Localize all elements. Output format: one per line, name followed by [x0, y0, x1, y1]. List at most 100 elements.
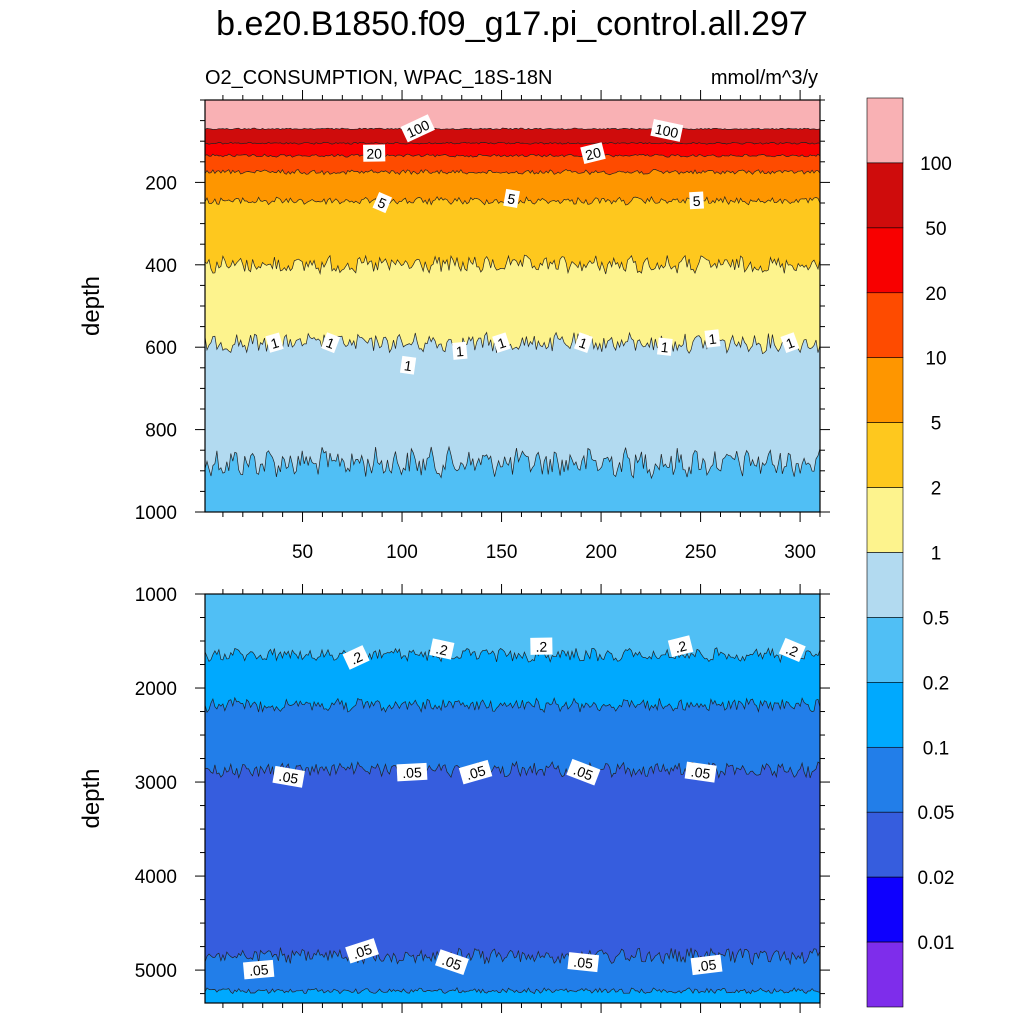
y-tick-label: 5000 — [135, 961, 177, 982]
x-tick-label: 100 — [386, 542, 418, 563]
contour-band-0.2-0.5 — [205, 594, 820, 662]
colorbar-swatch — [866, 552, 904, 618]
contour-label: .2 — [429, 638, 455, 660]
contour-label: .05 — [435, 949, 469, 976]
y-tick-label: 1000 — [135, 585, 177, 606]
svg-text:.05: .05 — [278, 768, 300, 787]
chart-title: b.e20.B1850.f09_g17.pi_control.all.297 — [216, 5, 808, 43]
svg-text:1: 1 — [708, 331, 718, 348]
chart-subtitle: O2_CONSUMPTION, WPAC_18S-18N — [205, 67, 553, 89]
y-tick-label: 4000 — [135, 867, 177, 888]
colorbar-swatch — [866, 422, 904, 488]
svg-text:.05: .05 — [248, 961, 269, 979]
y-tick-label: 800 — [145, 421, 177, 442]
lower-panel: .2 .2 .2 .2 .2 .05 .05 .05 .05 .05 .05 .05 .05 .05 .05… — [78, 584, 830, 1013]
contour-label: .05 — [242, 959, 275, 980]
svg-text:5: 5 — [692, 193, 701, 209]
contour-label: .05 — [345, 938, 379, 964]
colorbar-swatch — [866, 97, 904, 164]
svg-text:.05: .05 — [464, 762, 487, 783]
y-tick-label: 2000 — [135, 679, 177, 700]
y-tick-label: 600 — [145, 338, 177, 359]
colorbar-label: 0.1 — [923, 738, 949, 759]
x-tick-label: 250 — [685, 542, 717, 563]
contour-label: .05 — [458, 759, 493, 785]
colorbar-swatch — [866, 811, 904, 878]
contour-label: .2 — [667, 635, 694, 658]
colorbar-swatch — [866, 227, 904, 294]
contour-label: 1 — [265, 332, 284, 353]
svg-text:1: 1 — [660, 339, 670, 356]
contour-label: 1 — [452, 341, 468, 360]
x-tick-label: 300 — [784, 542, 816, 563]
contour-label: 5 — [689, 191, 705, 210]
y-tick-label: 3000 — [135, 773, 177, 794]
colorbar-swatch — [866, 941, 904, 1008]
svg-text:.05: .05 — [402, 764, 422, 781]
contour-label: 1 — [573, 332, 593, 353]
svg-text:20: 20 — [366, 145, 382, 161]
colorbar-swatch — [866, 162, 904, 229]
colorbar-label: 100 — [920, 154, 952, 175]
contour-line-2 — [205, 254, 820, 275]
contour-label: 1 — [780, 332, 800, 354]
contour-label: 1 — [704, 329, 721, 348]
x-tick-label: 200 — [585, 542, 617, 563]
contour-line-0.1 — [205, 696, 820, 714]
colorbar-label: 0.05 — [918, 803, 955, 824]
colorbar-label: 0.2 — [923, 673, 949, 694]
colorbar-label: 5 — [931, 414, 942, 435]
svg-text:.2: .2 — [535, 639, 547, 655]
contour-line-0.05 — [205, 760, 820, 779]
contour-label: 5 — [372, 191, 393, 214]
contour-label: 1 — [399, 355, 417, 375]
contour-line-0.2 — [205, 647, 820, 664]
colorbar: 100 50 20 10 5 2 1 0.5 0.2 0.1 0.05 0.02 0.01 — [866, 97, 955, 1008]
svg-text:.05: .05 — [690, 763, 712, 782]
svg-text:1: 1 — [403, 357, 413, 374]
colorbar-swatch — [866, 682, 904, 748]
contour-label: 5 — [503, 188, 520, 208]
colorbar-label: 10 — [925, 349, 946, 370]
svg-text:.05: .05 — [350, 941, 374, 962]
contour-line-10 — [205, 169, 820, 176]
units-label: mmol/m^3/y — [711, 67, 818, 89]
svg-text:.05: .05 — [440, 952, 464, 974]
contour-label: .2 — [530, 637, 553, 655]
x-tick-label: 50 — [292, 542, 313, 563]
colorbar-label: 20 — [925, 284, 946, 305]
contour-label: .2 — [778, 637, 806, 663]
svg-text:1: 1 — [455, 343, 464, 360]
contour-label: .05 — [567, 952, 600, 973]
colorbar-swatch — [866, 617, 904, 683]
contour-label: 1 — [320, 332, 341, 354]
contour-line-100 — [205, 127, 820, 131]
contour-label: .05 — [272, 765, 305, 788]
contour-label: .05 — [690, 954, 723, 976]
contour-line-0.5 — [205, 445, 820, 480]
contour-label: 1 — [657, 337, 673, 356]
contour-line-20 — [205, 153, 820, 158]
colorbar-label: 0.01 — [918, 933, 955, 954]
colorbar-label: 50 — [925, 219, 946, 240]
plot-frame — [204, 593, 821, 1004]
y-axis-label: depth — [78, 276, 105, 336]
contour-label: 20 — [363, 144, 386, 162]
svg-text:5: 5 — [506, 190, 517, 207]
y-tick-label: 400 — [145, 256, 177, 277]
colorbar-label: 0.5 — [923, 608, 949, 629]
contour-label: .05 — [684, 761, 717, 783]
svg-text:100: 100 — [654, 121, 680, 142]
svg-text:.05: .05 — [573, 954, 594, 972]
contour-label: .05 — [566, 758, 601, 786]
svg-text:.05: .05 — [571, 762, 595, 784]
contour-line-50 — [205, 141, 820, 145]
svg-text:.2: .2 — [673, 637, 688, 655]
y-tick-label: 200 — [145, 173, 177, 194]
colorbar-swatch — [866, 487, 904, 553]
colorbar-swatch — [866, 746, 904, 813]
y-axis-label: depth — [78, 768, 105, 828]
contour-label: .2 — [342, 645, 370, 670]
